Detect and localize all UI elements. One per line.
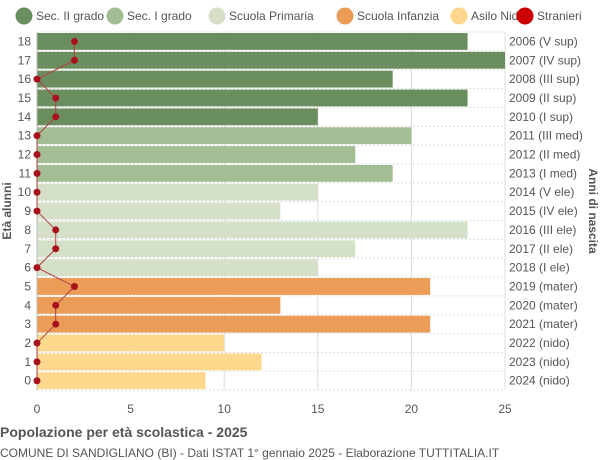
birth-year-label: 2024 (nido) (509, 374, 570, 388)
birth-year-label: 2009 (II sup) (509, 91, 576, 105)
birth-year-label: 2007 (IV sup) (509, 53, 581, 67)
birth-year-label: 2019 (mater) (509, 279, 578, 293)
birth-year-label: 2006 (V sup) (509, 34, 578, 48)
bar-age-7 (37, 240, 356, 258)
birth-year-label: 2016 (III ele) (509, 223, 576, 237)
birth-year-label: 2020 (mater) (509, 298, 578, 312)
bar-age-2 (37, 334, 225, 352)
stranieri-point (70, 37, 78, 45)
birth-year-label: 2013 (I med) (509, 166, 577, 180)
y-tick-label: 16 (18, 72, 32, 86)
stranieri-point (33, 207, 41, 215)
birth-year-label: 2014 (V ele) (509, 185, 574, 199)
y-axis-title-right: Anni di nascita (586, 168, 600, 254)
birth-year-label: 2015 (IV ele) (509, 204, 578, 218)
stranieri-point (33, 169, 41, 177)
legend-marker (450, 7, 468, 25)
y-tick-label: 6 (24, 261, 31, 275)
stranieri-point (33, 264, 41, 272)
stranieri-point (52, 94, 60, 102)
chart-subtitle: COMUNE DI SANDIGLIANO (BI) - Dati ISTAT … (0, 446, 500, 460)
birth-year-label: 2021 (mater) (509, 317, 578, 331)
bar-age-14 (37, 108, 318, 126)
y-tick-label: 0 (24, 374, 31, 388)
legend-label: Stranieri (537, 9, 582, 23)
y-tick-label: 17 (18, 53, 32, 67)
legend-label: Scuola Infanzia (357, 9, 439, 23)
bar-age-15 (37, 89, 468, 107)
y-tick-label: 3 (24, 317, 31, 331)
bar-age-5 (37, 278, 431, 295)
bar-age-11 (37, 164, 393, 182)
y-tick-label: 1 (24, 355, 31, 369)
legend-label: Scuola Primaria (229, 9, 314, 23)
stranieri-point (33, 358, 41, 366)
birth-year-label: 2022 (nido) (509, 336, 570, 350)
y-tick-label: 4 (24, 298, 31, 312)
legend-marker (15, 7, 33, 25)
bar-age-9 (37, 202, 281, 220)
legend-label: Sec. II grado (36, 9, 104, 23)
stranieri-point (70, 282, 78, 290)
y-tick-label: 5 (24, 279, 31, 293)
legend-marker (208, 7, 226, 25)
birth-year-label: 2010 (I sup) (509, 110, 573, 124)
stranieri-point (52, 113, 60, 121)
bar-age-4 (37, 296, 281, 314)
legend-label: Asilo Nido (471, 9, 525, 23)
y-tick-label: 10 (18, 185, 32, 199)
stranieri-point (52, 245, 60, 253)
bar-age-13 (37, 127, 412, 145)
bar-age-0 (37, 372, 206, 390)
stranieri-point (52, 320, 60, 328)
birth-year-label: 2012 (II med) (509, 148, 580, 162)
x-tick-label: 0 (34, 402, 41, 416)
legend-marker (106, 7, 124, 25)
bar-age-16 (37, 70, 393, 88)
legend-label: Sec. I grado (127, 9, 192, 23)
birth-year-label: 2023 (nido) (509, 355, 570, 369)
bar-age-3 (37, 315, 431, 333)
y-tick-label: 8 (24, 223, 31, 237)
birth-year-label: 2008 (III sup) (509, 72, 580, 86)
bar-age-12 (37, 146, 356, 163)
bar-age-8 (37, 221, 468, 239)
legend-marker (336, 7, 354, 25)
x-tick-label: 10 (218, 402, 232, 416)
y-axis-title: Età alunni (0, 182, 14, 239)
y-tick-label: 11 (19, 166, 32, 180)
birth-year-label: 2018 (I ele) (509, 261, 570, 275)
bar-age-18 (37, 33, 468, 50)
x-tick-label: 25 (498, 402, 512, 416)
bar-age-17 (37, 51, 505, 69)
birth-year-label: 2011 (III med) (509, 129, 583, 143)
chart-title: Popolazione per età scolastica - 2025 (0, 424, 248, 440)
x-tick-label: 20 (405, 402, 419, 416)
y-tick-label: 9 (24, 204, 31, 218)
bar-age-6 (37, 259, 318, 277)
y-tick-label: 7 (24, 242, 31, 256)
stranieri-point (52, 226, 60, 234)
legend-marker (516, 7, 534, 25)
stranieri-point (33, 75, 41, 83)
x-tick-label: 5 (127, 402, 134, 416)
bar-age-10 (37, 183, 318, 201)
stranieri-point (33, 377, 41, 385)
y-tick-label: 12 (18, 148, 32, 162)
stranieri-point (70, 56, 78, 64)
y-tick-label: 2 (24, 336, 31, 350)
stranieri-point (52, 301, 60, 309)
x-tick-label: 15 (311, 402, 325, 416)
y-tick-label: 13 (18, 129, 32, 143)
stranieri-point (33, 132, 41, 140)
stranieri-point (33, 151, 41, 159)
y-tick-label: 18 (18, 34, 32, 48)
y-tick-label: 14 (18, 110, 32, 124)
stranieri-point (33, 339, 41, 347)
y-tick-label: 15 (18, 91, 32, 105)
stranieri-point (33, 188, 41, 196)
bar-age-1 (37, 353, 262, 371)
birth-year-label: 2017 (II ele) (509, 242, 573, 256)
